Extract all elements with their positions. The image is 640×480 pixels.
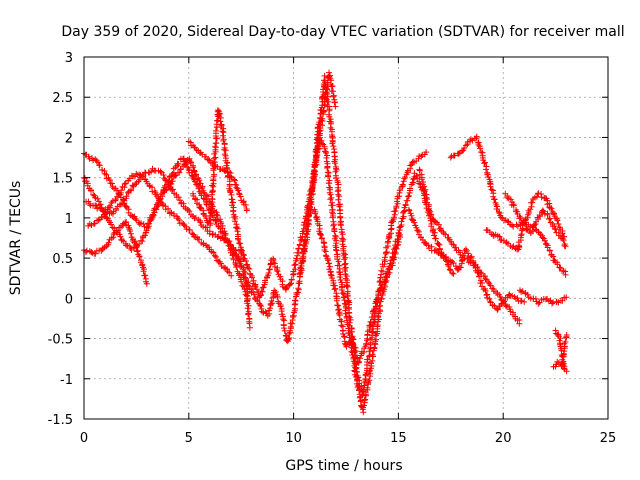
y-tick-label: 1: [65, 212, 73, 227]
chart-title: Day 359 of 2020, Sidereal Day-to-day VTE…: [61, 24, 624, 40]
y-tick-label: 3: [65, 51, 73, 66]
series-track-17: [517, 287, 570, 307]
series-track-10: [296, 72, 430, 399]
series-track-5: [85, 170, 235, 279]
x-tick-label: 5: [185, 431, 193, 446]
series-track-3: [81, 219, 150, 287]
x-tick-label: 0: [80, 431, 88, 446]
series-track-11: [311, 170, 457, 366]
y-tick-label: -1.5: [48, 413, 73, 428]
x-tick-label: 20: [495, 431, 512, 446]
series-track-14: [447, 133, 568, 240]
x-axis: 0 5 10 15 20 25: [80, 57, 616, 446]
series-track-8: [238, 69, 339, 301]
y-tick-label: -0.5: [48, 333, 73, 348]
y-tick-label: -1: [60, 373, 73, 388]
series-track-13: [416, 166, 523, 327]
x-axis-title: GPS time / hours: [285, 458, 402, 474]
series-track-15: [483, 217, 569, 278]
y-axis: -1.5 -1 -0.5 0 0.5 1 1.5 2 2.5 3: [48, 51, 608, 428]
y-tick-label: 2.5: [52, 91, 73, 106]
y-axis-title: SDTVAR / TECUs: [8, 181, 24, 296]
plot-frame: [83, 56, 609, 420]
data-points: [81, 69, 570, 416]
y-tick-label: 0: [65, 292, 73, 307]
grid-lines: [84, 57, 608, 419]
x-tick-label: 25: [600, 431, 617, 446]
y-tick-label: 1.5: [52, 172, 73, 187]
series-track-4: [83, 165, 253, 331]
x-tick-label: 10: [285, 431, 302, 446]
series-track-19: [550, 332, 570, 370]
series-track-16: [502, 190, 569, 250]
y-tick-label: 2: [65, 131, 73, 146]
x-tick-label: 15: [390, 431, 407, 446]
series-track-7: [190, 107, 247, 261]
series-track-9: [240, 134, 404, 416]
y-tick-label: 0.5: [52, 252, 73, 267]
